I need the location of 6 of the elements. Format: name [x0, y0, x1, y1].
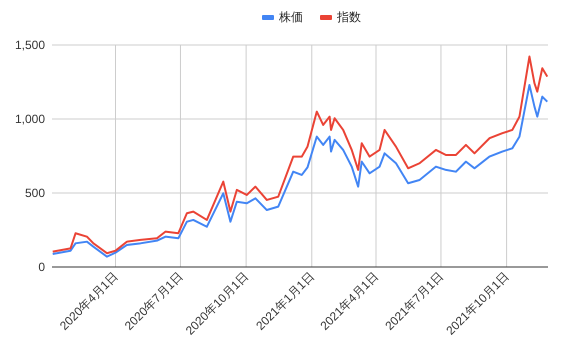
legend-label: 株価 — [278, 10, 303, 24]
legend-label: 指数 — [336, 10, 361, 24]
y-tick-label: 1,000 — [14, 112, 46, 126]
y-tick-label: 500 — [24, 186, 46, 200]
y-tick-label: 1,500 — [14, 38, 46, 52]
y-tick-label: 0 — [38, 260, 46, 274]
